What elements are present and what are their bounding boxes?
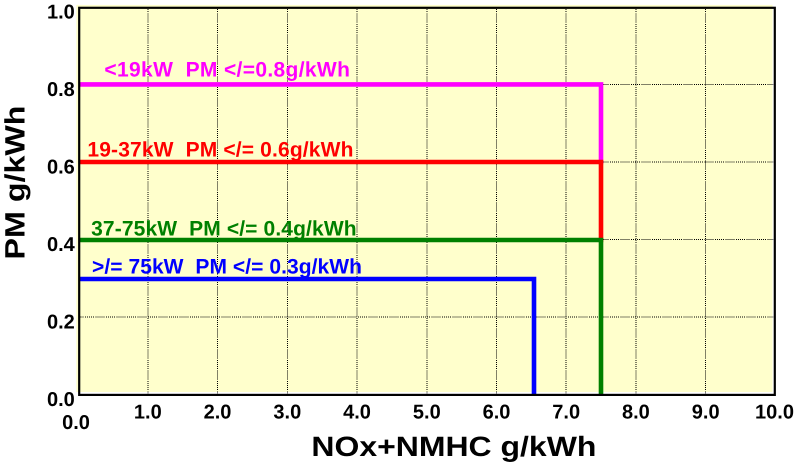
svg-text:0.4: 0.4 [47, 234, 76, 256]
svg-text:0.2: 0.2 [47, 312, 75, 334]
svg-text:6.0: 6.0 [483, 402, 511, 424]
svg-text:0.6: 0.6 [47, 156, 75, 178]
svg-text:5.0: 5.0 [413, 402, 441, 424]
svg-text:PM g/kWh: PM g/kWh [0, 106, 31, 260]
svg-text:<19kW PM </=0.8g/kWh: <19kW PM </=0.8g/kWh [104, 58, 350, 81]
svg-text:NOx+NMHC g/kWh: NOx+NMHC g/kWh [311, 431, 596, 462]
svg-text:19-37kW PM </= 0.6g/kWh: 19-37kW PM </= 0.6g/kWh [87, 139, 353, 162]
svg-text:2.0: 2.0 [204, 402, 232, 424]
svg-text:3.0: 3.0 [273, 402, 301, 424]
svg-text:37-75kW PM </= 0.4g/kWh: 37-75kW PM </= 0.4g/kWh [91, 217, 357, 240]
svg-text:10.0: 10.0 [755, 402, 794, 424]
svg-text:4.0: 4.0 [343, 402, 371, 424]
svg-text:0.0: 0.0 [62, 412, 90, 434]
svg-text:0.8: 0.8 [47, 79, 75, 101]
svg-text:7.0: 7.0 [552, 402, 580, 424]
svg-text:1.0: 1.0 [134, 402, 162, 424]
svg-text:8.0: 8.0 [622, 402, 650, 424]
svg-text:0.0: 0.0 [47, 389, 75, 411]
svg-text:>/= 75kW PM </= 0.3g/kWh: >/= 75kW PM </= 0.3g/kWh [92, 255, 362, 278]
svg-text:1.0: 1.0 [47, 1, 75, 23]
svg-text:9.0: 9.0 [692, 402, 720, 424]
